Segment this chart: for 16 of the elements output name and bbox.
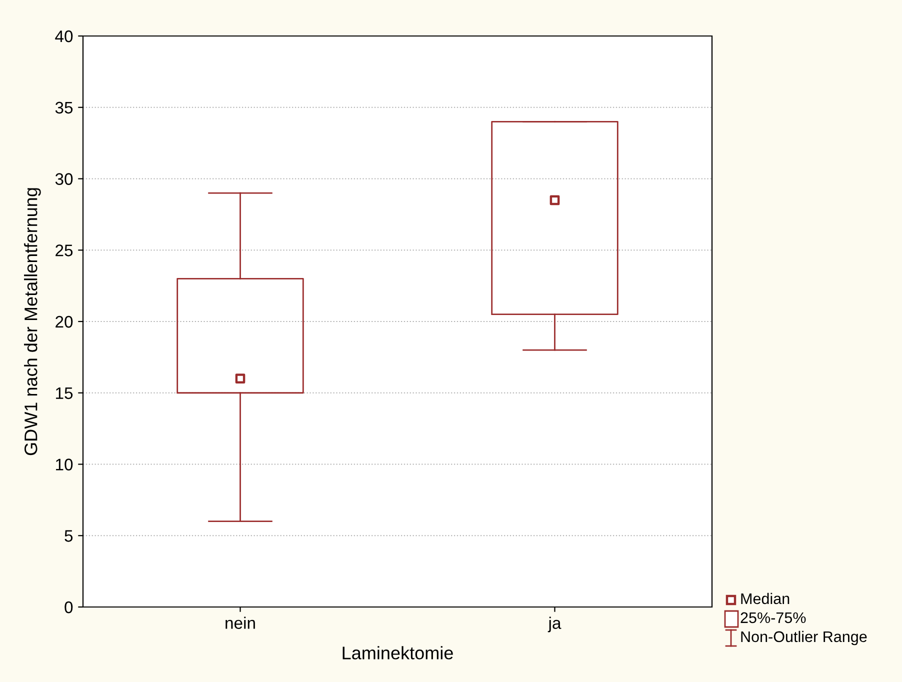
- text: Non-Outlier Range: [741, 630, 867, 646]
- y-tick-label: 10: [56, 458, 73, 470]
- x-tick-label: ja: [548, 616, 562, 632]
- y-tick-label: 0: [64, 601, 73, 614]
- x-axis-title: Laminektomie: [342, 646, 453, 660]
- y-tick-label: 25: [56, 244, 73, 256]
- y-tick-label: 15: [56, 387, 73, 400]
- y-tick-label: 30: [55, 173, 73, 185]
- y-tick-label: 20: [56, 316, 73, 328]
- y-tick-label: 40: [55, 30, 73, 42]
- y-tick-label: 35: [55, 102, 73, 114]
- x-tick-label: nein: [226, 616, 255, 629]
- text: Median: [741, 592, 790, 604]
- text: 25%-75%: [740, 612, 806, 624]
- y-axis-title: GDW1 nach der Metallentfernung: [24, 188, 41, 456]
- y-tick-label: 5: [64, 530, 73, 542]
